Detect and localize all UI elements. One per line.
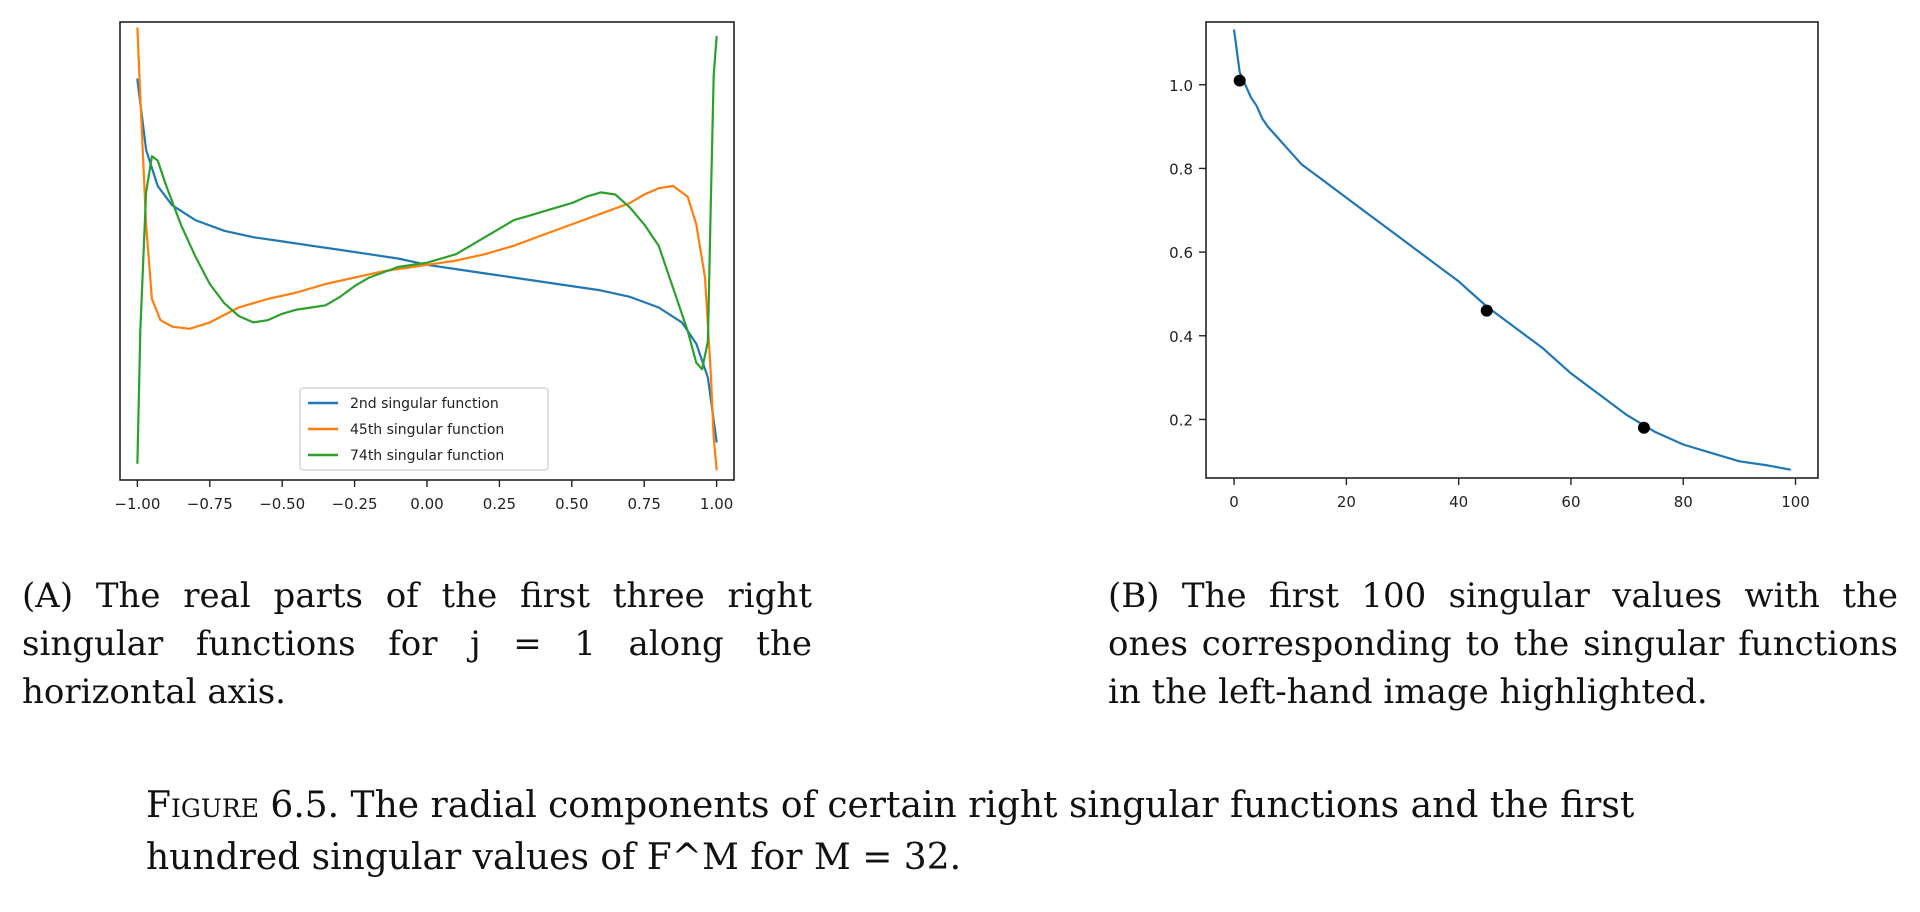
x-tick-label: 0.75	[628, 495, 661, 513]
x-tick-label: −0.75	[187, 495, 233, 513]
caption-a-label: (A)	[22, 576, 74, 616]
series-line-3	[136, 35, 718, 465]
x-tick-label: 40	[1449, 493, 1468, 511]
x-tick-label: −1.00	[114, 495, 160, 513]
caption-b-text: The first 100 singular values with the o…	[1108, 576, 1898, 712]
x-tick-label: 0.25	[483, 495, 516, 513]
caption-a: (A) The real parts of the first three ri…	[22, 572, 812, 716]
figure-caption-text: The radial components of certain right s…	[146, 785, 1635, 878]
legend-label: 2nd singular function	[350, 396, 499, 412]
highlighted-point	[1637, 421, 1650, 434]
figure-caption: Figure 6.5. The radial components of cer…	[146, 780, 1796, 884]
y-tick-label: 0.4	[1169, 328, 1193, 346]
x-tick-label: 60	[1561, 493, 1580, 511]
caption-b: (B) The first 100 singular values with t…	[1108, 572, 1898, 716]
x-tick-label: 0.50	[555, 495, 588, 513]
x-tick-label: 0.00	[410, 495, 443, 513]
figure-caption-label: Figure 6.5.	[146, 785, 340, 826]
series-line-2	[136, 27, 718, 471]
y-tick-label: 0.8	[1169, 160, 1193, 178]
legend-label: 45th singular function	[350, 422, 504, 438]
caption-a-text: The real parts of the first three right …	[22, 576, 812, 712]
caption-b-label: (B)	[1108, 576, 1160, 616]
series-line-1	[136, 78, 718, 443]
x-tick-label: −0.50	[259, 495, 305, 513]
plot-frame	[1205, 21, 1819, 479]
x-tick-label: 20	[1337, 493, 1356, 511]
x-tick-label: 1.00	[700, 495, 733, 513]
panel-a-chart: −1.00 −0.75 −0.50 −0.25 0.00 0.25 0.50 0.75 1.00…	[0, 0, 940, 560]
x-tick-label: 0	[1229, 493, 1239, 511]
x-tick-label: 100	[1781, 493, 1810, 511]
singular-values-chart: 0 20 40 60 80 100 0.2 0.4 0.6 0.8 1.0	[1169, 21, 1819, 511]
y-tick-label: 0.2	[1169, 411, 1193, 429]
legend-box	[299, 387, 549, 471]
series-line-1	[1233, 29, 1792, 471]
singular-functions-chart: −1.00 −0.75 −0.50 −0.25 0.00 0.25 0.50 0.75 1.00…	[114, 21, 735, 513]
x-tick-label: 80	[1674, 493, 1693, 511]
x-tick-label: −0.25	[332, 495, 378, 513]
legend: 2nd singular function 45th singular funct…	[299, 387, 549, 471]
legend-label: 74th singular function	[350, 448, 504, 464]
highlighted-point	[1233, 74, 1246, 87]
y-tick-label: 1.0	[1169, 77, 1193, 95]
panel-b-chart: 0 20 40 60 80 100 0.2 0.4 0.6 0.8 1.0	[1000, 0, 1920, 560]
y-tick-label: 0.6	[1169, 244, 1193, 262]
highlighted-point	[1480, 304, 1493, 317]
